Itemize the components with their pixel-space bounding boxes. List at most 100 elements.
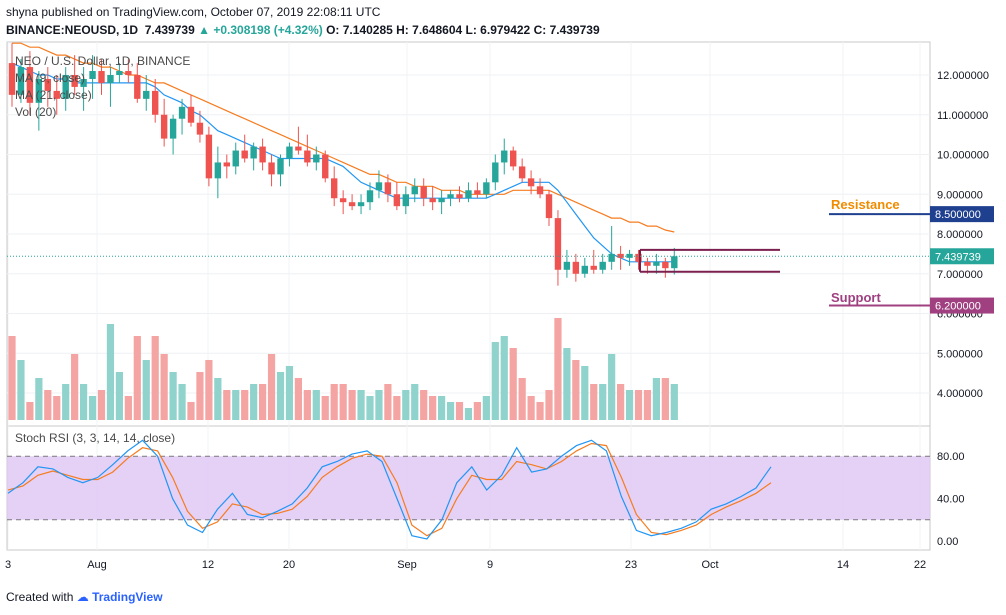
last-price: 7.439739 [144, 23, 195, 37]
candle-body [492, 162, 499, 183]
volume-bar [473, 402, 481, 420]
time-tick-label: Sep [397, 559, 417, 571]
volume-bar [411, 384, 419, 420]
volume-bar [482, 396, 490, 420]
volume-bar [35, 378, 43, 420]
candle-body [447, 194, 454, 199]
volume-bar [17, 360, 25, 420]
volume-bar [366, 396, 374, 420]
candle-body [169, 118, 177, 139]
volume-bar [420, 390, 428, 420]
candle-body [160, 114, 168, 139]
volume-bar [276, 372, 285, 420]
candle-body [268, 162, 275, 175]
candle-body [662, 261, 669, 269]
candle-body [554, 218, 562, 270]
volume-bar [393, 396, 401, 420]
candle-body [125, 71, 132, 75]
volume-bar [80, 384, 88, 420]
volume-bar [527, 396, 535, 420]
ma21-legend: MA (21, close) [15, 88, 92, 102]
candle-body [178, 106, 186, 119]
volume-bar [464, 408, 473, 420]
current-price-value: 7.439739 [935, 251, 981, 263]
volume-bar [223, 390, 231, 420]
candle-body [366, 190, 374, 203]
volume-bar [294, 378, 302, 420]
tradingview-logo-icon: ☁ [76, 590, 89, 604]
volume-bar [8, 336, 16, 420]
volume-bar [97, 390, 106, 420]
resistance-label: Resistance [831, 197, 900, 212]
volume-bar [617, 384, 625, 420]
time-tick-label: 3 [5, 559, 11, 571]
ma9-line [11, 62, 675, 263]
candle-body [429, 198, 436, 203]
candle-body [510, 150, 517, 167]
published-line: shyna published on TradingView.com, Octo… [6, 5, 381, 19]
stoch-tick-label: 80.00 [937, 451, 965, 463]
volume-bar [536, 402, 544, 420]
candle-body [563, 261, 571, 270]
volume-bar [581, 366, 589, 420]
volume-bar [402, 390, 410, 420]
candle-body [62, 75, 69, 99]
candle-body [241, 150, 248, 159]
volume-bar [241, 390, 249, 420]
volume-bar [670, 384, 678, 420]
volume-bar [26, 402, 34, 420]
volume-bar [124, 396, 132, 420]
candle-body [599, 261, 606, 270]
time-tick-label: 14 [837, 559, 849, 571]
volume-legend: Vol (20) [15, 105, 57, 119]
candle-body [572, 261, 580, 274]
volume-bar [44, 390, 52, 420]
volume-bar [312, 390, 320, 420]
volume-bar [151, 336, 159, 420]
candle-body [375, 182, 383, 191]
time-tick-label: 12 [202, 559, 214, 571]
stoch-d-line [7, 442, 772, 537]
price-tick-label: 10.000000 [937, 150, 989, 162]
candle-body [187, 106, 195, 123]
candle-body [384, 182, 392, 195]
footer-credit: Created with ☁ TradingView [6, 590, 163, 604]
volume-bar [455, 402, 464, 420]
volume-bar [446, 402, 455, 420]
candle-body [420, 186, 427, 199]
volume-bar [643, 390, 652, 420]
price-tick-label: 8.000000 [937, 229, 983, 241]
volume-bar [160, 354, 168, 420]
candle-body [581, 265, 588, 274]
candle-body [107, 75, 114, 83]
time-tick-label: 22 [914, 559, 926, 571]
candle-body [590, 265, 597, 270]
price-tick-label: 5.000000 [937, 348, 983, 360]
support-tag [930, 297, 994, 314]
candle-body [295, 146, 302, 151]
candle-body [456, 194, 463, 199]
time-tick-label: 9 [487, 559, 493, 571]
volume-bar [563, 348, 571, 420]
candle-body [518, 166, 526, 179]
volume-bar [500, 336, 508, 420]
candle-body [331, 178, 338, 199]
chart-title: NEO / U.S. Dollar, 1D, BINANCE [15, 54, 191, 68]
volume-bar [106, 324, 115, 420]
volume-bar [661, 378, 669, 420]
volume-bar [214, 378, 222, 420]
volume-bar [634, 390, 643, 420]
candle-body [339, 198, 347, 203]
candle-body [116, 71, 123, 75]
candle-body [357, 202, 365, 207]
candle-body [232, 150, 239, 167]
volume-bar [375, 390, 383, 420]
candle-body [536, 186, 544, 195]
candle-body [35, 78, 43, 103]
candle-body [196, 122, 204, 135]
candle-body [8, 63, 16, 95]
price-tick-label: 7.000000 [937, 269, 983, 281]
volume-bar [178, 384, 186, 420]
volume-bar [303, 390, 311, 420]
